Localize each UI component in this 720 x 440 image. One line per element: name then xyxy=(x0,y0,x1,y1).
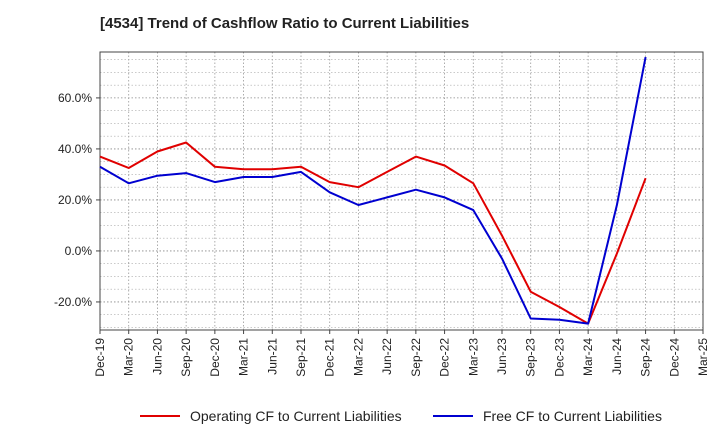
legend-swatch-operating-cf xyxy=(140,415,180,417)
x-tick-label: Mar-23 xyxy=(466,338,480,376)
plot-frame xyxy=(99,51,704,331)
y-tick-label: 40.0% xyxy=(58,142,92,156)
x-tick-label: Dec-22 xyxy=(438,338,452,377)
x-tick-label: Mar-25 xyxy=(696,338,710,376)
y-tick-label: 20.0% xyxy=(58,193,92,207)
series-line-free-cf xyxy=(99,56,647,325)
legend-item-free-cf: Free CF to Current Liabilities xyxy=(433,405,662,427)
x-tick-label: Sep-24 xyxy=(639,338,653,377)
x-tick-label: Jun-23 xyxy=(495,338,509,375)
legend-label-free-cf: Free CF to Current Liabilities xyxy=(483,408,662,424)
x-tick-label: Mar-21 xyxy=(237,338,251,376)
x-tick-label: Sep-20 xyxy=(179,338,193,377)
y-tick-label: 0.0% xyxy=(65,244,93,258)
x-tick-label: Sep-21 xyxy=(294,338,308,377)
x-tick-label: Dec-20 xyxy=(208,338,222,377)
x-tick-label: Sep-23 xyxy=(524,338,538,377)
x-tick-label: Mar-22 xyxy=(351,338,365,376)
x-tick-label: Jun-20 xyxy=(150,338,164,375)
legend-item-operating-cf: Operating CF to Current Liabilities xyxy=(140,405,402,427)
x-tick-label: Dec-24 xyxy=(667,338,681,377)
chart-title: [4534] Trend of Cashflow Ratio to Curren… xyxy=(100,15,470,32)
x-tick-label: Sep-22 xyxy=(409,338,423,377)
x-tick-label: Jun-22 xyxy=(380,338,394,375)
y-tick-label: -20.0% xyxy=(54,295,92,309)
x-tick-label: Dec-19 xyxy=(93,338,107,377)
x-tick-label: Mar-24 xyxy=(581,338,595,376)
series-line-operating-cf xyxy=(99,141,647,325)
legend-swatch-free-cf xyxy=(433,415,473,417)
x-tick-label: Jun-24 xyxy=(610,338,624,375)
chart-legend: Operating CF to Current Liabilities Free… xyxy=(0,405,720,427)
y-tick-label: 60.0% xyxy=(58,91,92,105)
x-tick-label: Dec-21 xyxy=(323,338,337,377)
x-tick-label: Dec-23 xyxy=(552,338,566,377)
x-tick-label: Mar-20 xyxy=(122,338,136,376)
legend-label-operating-cf: Operating CF to Current Liabilities xyxy=(190,408,402,424)
x-tick-label: Jun-21 xyxy=(265,338,279,375)
